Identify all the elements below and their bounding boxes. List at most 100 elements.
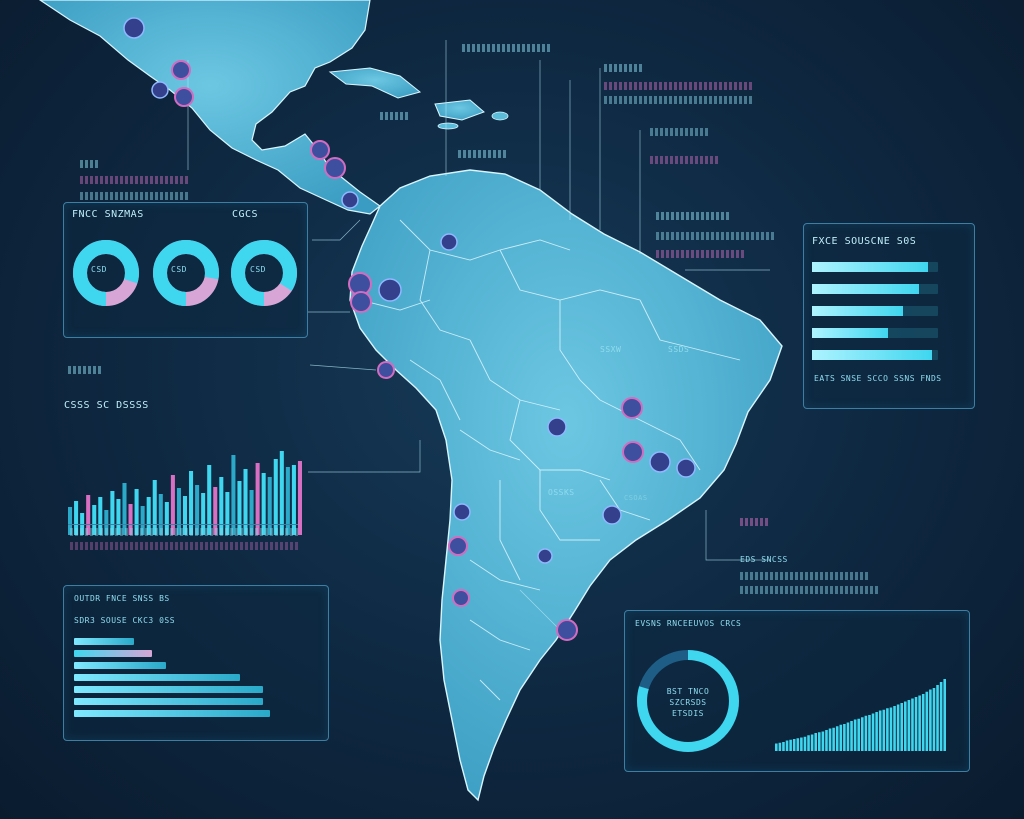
- right-bar-panel: FXCE SOUSCNE S0S EATS SNSE SCCO SSNS FND…: [803, 223, 975, 409]
- bar: [74, 710, 270, 717]
- donut-panel-value: CGCS: [232, 209, 259, 220]
- donut-charts: [73, 240, 297, 306]
- bar: [74, 698, 263, 705]
- bar: [796, 738, 800, 751]
- right-mid-title: EDS SNCSS: [740, 555, 788, 564]
- map-label-1: SSXW: [600, 345, 622, 354]
- bar: [778, 742, 782, 751]
- bar: [140, 506, 145, 535]
- bar-track: [812, 284, 938, 294]
- blue-markers: [123, 17, 696, 564]
- map-label-2: SSDS: [668, 345, 690, 354]
- bar: [74, 662, 166, 669]
- bar: [146, 497, 151, 535]
- bar: [261, 473, 266, 535]
- bar: [243, 469, 248, 535]
- bar: [782, 742, 785, 751]
- bar: [74, 638, 134, 645]
- hispaniola-island: [434, 99, 485, 121]
- bar: [857, 718, 860, 751]
- donut-slice-major: [231, 240, 297, 306]
- bar: [785, 740, 789, 751]
- donut1-label: CSD: [91, 265, 107, 274]
- bar: [201, 493, 206, 535]
- bar: [74, 674, 240, 681]
- bar: [68, 507, 73, 535]
- bar: [929, 689, 932, 751]
- bar: [921, 694, 925, 751]
- bar: [864, 715, 868, 751]
- bar: [792, 739, 796, 751]
- bar: [189, 471, 194, 535]
- cuba-island: [328, 67, 422, 99]
- bar: [207, 465, 212, 535]
- donut3-label: CSD: [250, 265, 266, 274]
- country-borders: [359, 219, 741, 701]
- bar: [74, 686, 263, 693]
- bar: [92, 505, 97, 535]
- bar: [914, 697, 918, 751]
- bar: [871, 713, 875, 751]
- bar: [231, 455, 236, 535]
- bar: [285, 467, 290, 535]
- bar: [839, 724, 843, 751]
- pink-markers: [171, 60, 644, 641]
- bar: [861, 717, 864, 751]
- bar: [219, 477, 224, 535]
- bar: [297, 461, 302, 535]
- donut-slice-major: [153, 240, 219, 306]
- bar: [939, 682, 943, 751]
- bar: [889, 707, 893, 751]
- bar: [237, 481, 242, 535]
- bar: [104, 510, 109, 535]
- bar: [875, 712, 878, 751]
- bar: [853, 719, 857, 751]
- bar: [255, 463, 260, 535]
- bar: [225, 492, 230, 535]
- bar-track: [812, 306, 938, 316]
- bar: [249, 490, 254, 535]
- donut-slice-major: [73, 240, 139, 306]
- bar: [821, 731, 825, 751]
- bar: [116, 499, 121, 535]
- bar-chart-plot: [68, 451, 302, 535]
- right-panel-footer: EATS SNSE SCCO SSNS FNDS: [814, 374, 942, 383]
- bar: [882, 709, 886, 751]
- donut2-label: CSD: [171, 265, 187, 274]
- bar-chart-section: CSSS SC DSSSS: [64, 400, 308, 550]
- bar-fill: [812, 350, 932, 360]
- bar: [907, 700, 911, 751]
- bar: [86, 495, 91, 535]
- bar: [850, 721, 853, 751]
- bar: [775, 743, 778, 751]
- bar: [832, 727, 835, 751]
- bar: [943, 679, 946, 751]
- bar: [810, 734, 814, 751]
- bar: [818, 732, 821, 751]
- bar: [828, 728, 832, 751]
- connection-lines: [187, 40, 770, 631]
- bar: [846, 722, 850, 751]
- bar: [835, 726, 839, 751]
- bar: [911, 698, 914, 751]
- bar: [932, 688, 936, 751]
- bar: [158, 494, 163, 535]
- small-island-2: [437, 122, 459, 130]
- bar: [900, 703, 903, 751]
- bar: [110, 491, 115, 535]
- bar: [273, 459, 278, 535]
- bar: [98, 497, 103, 535]
- bar: [803, 736, 807, 751]
- bar: [807, 735, 810, 751]
- bar: [267, 477, 272, 535]
- map-label-4: OSSKS: [548, 488, 575, 497]
- south-america-landmass: [349, 169, 783, 802]
- bottom-left-subtitle: SDR3 SOUSE CKC3 0SS: [74, 616, 176, 625]
- bar: [925, 691, 929, 751]
- bar: [789, 739, 792, 751]
- bar: [195, 485, 200, 535]
- bar-chart-axis: [68, 524, 298, 525]
- ring-center-text: BST TNCO SZCRSDS ETSDIS: [666, 687, 710, 718]
- bar: [886, 708, 889, 751]
